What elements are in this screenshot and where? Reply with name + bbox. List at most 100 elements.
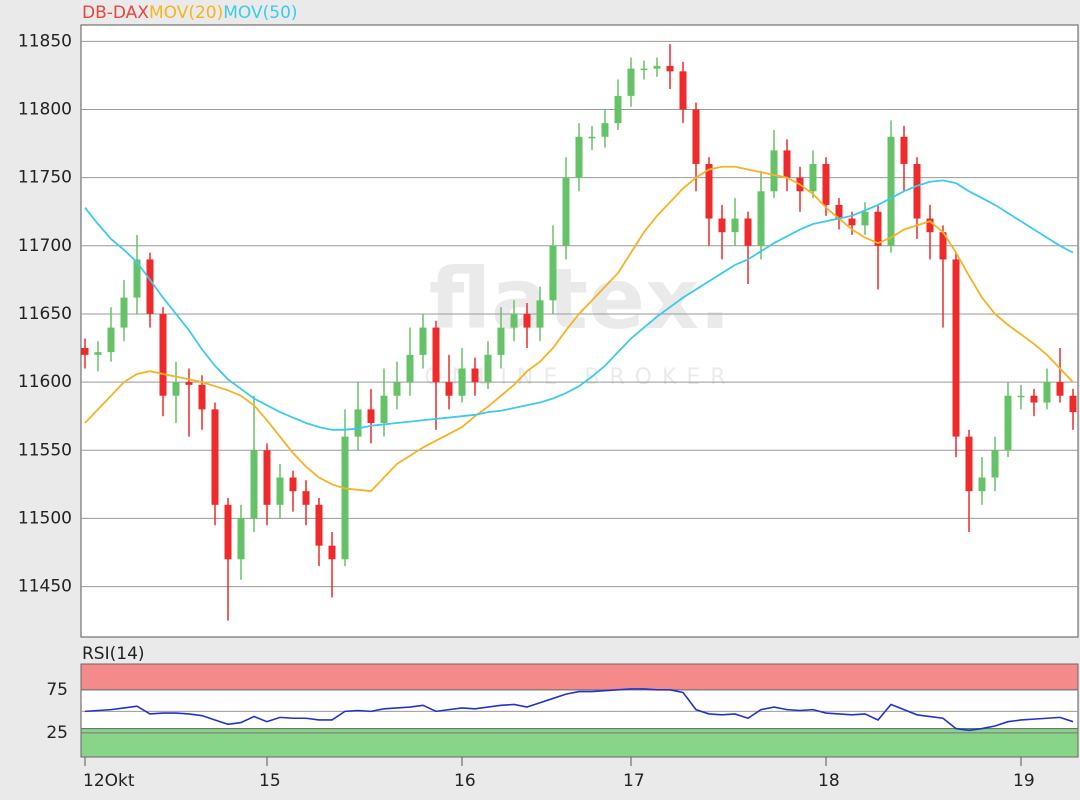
candle-body xyxy=(861,211,869,226)
candle-body xyxy=(913,164,921,219)
candle-body xyxy=(133,259,141,298)
candle-body xyxy=(640,68,648,71)
x-tick-label: 16 xyxy=(454,771,476,791)
candle-body xyxy=(419,327,427,355)
candle-body xyxy=(1004,395,1012,451)
candle-body xyxy=(731,218,739,233)
moving-average xyxy=(84,179,1074,431)
y-tick-label: 11500 xyxy=(18,508,72,528)
candle-body xyxy=(146,259,154,314)
y-tick-label: 11450 xyxy=(18,577,72,597)
candle-body xyxy=(965,436,973,492)
candle-body xyxy=(263,450,271,505)
candle-body xyxy=(835,204,843,219)
candle-body xyxy=(653,65,661,69)
watermark: flatex. xyxy=(429,250,731,348)
candle-body xyxy=(952,259,960,437)
y-tick-label: 11600 xyxy=(18,372,72,392)
y-tick-label: 11850 xyxy=(18,31,72,51)
rsi-line xyxy=(84,688,1074,732)
candle-body xyxy=(666,65,674,72)
candle-body xyxy=(718,218,726,233)
y-tick-label: 11550 xyxy=(18,440,72,460)
candle-body xyxy=(81,348,89,355)
candle-body xyxy=(809,164,817,192)
candle-body xyxy=(783,150,791,178)
candle-body xyxy=(848,218,856,226)
candle-body xyxy=(458,368,466,396)
y-tick-label: 11700 xyxy=(18,236,72,256)
candle-body xyxy=(354,409,362,437)
candle-body xyxy=(978,477,986,492)
y-tick-label: 11800 xyxy=(18,100,72,120)
candle-body xyxy=(341,436,349,560)
candle-body xyxy=(393,382,401,396)
candle-body xyxy=(692,109,700,165)
candle-body xyxy=(276,477,284,505)
x-tick-label: 19 xyxy=(1013,771,1035,791)
candle-body xyxy=(900,136,908,165)
candle-body xyxy=(1043,382,1051,403)
y-tick-label: 11750 xyxy=(18,168,72,188)
candle-body xyxy=(822,164,830,205)
candle-body xyxy=(744,218,752,246)
candle-body xyxy=(250,450,258,519)
x-tick-label: 12Okt xyxy=(83,771,135,791)
candle-body xyxy=(159,313,167,396)
moving-average xyxy=(84,165,1074,493)
candle-body xyxy=(874,211,882,246)
candle-body xyxy=(432,327,440,383)
candle-body xyxy=(289,477,297,492)
candle-body xyxy=(887,136,895,246)
y-tick-label: 11650 xyxy=(18,304,72,324)
candle-body xyxy=(549,245,557,301)
candle-body xyxy=(510,313,518,328)
candle-body xyxy=(926,218,934,233)
candle-body xyxy=(211,409,219,505)
candle-body xyxy=(237,518,245,560)
candle-body xyxy=(575,136,583,178)
candle-body xyxy=(445,382,453,396)
candle-body xyxy=(757,191,765,246)
candle-body xyxy=(367,409,375,424)
legend: DB-DAXMOV(20)MOV(50) xyxy=(82,3,298,23)
candle-body xyxy=(679,71,687,110)
x-tick-label: 18 xyxy=(818,771,840,791)
x-tick-label: 17 xyxy=(623,771,645,791)
candle-body xyxy=(705,164,713,219)
legend-entry: DB-DAX xyxy=(82,3,149,23)
y-tick-label: 75 xyxy=(46,680,68,700)
candle-body xyxy=(406,354,414,383)
candle-body xyxy=(1056,382,1064,396)
candle-body xyxy=(328,545,336,560)
candle-body xyxy=(1069,395,1077,413)
candle-body xyxy=(302,491,310,505)
candle-body xyxy=(991,450,999,478)
candle-body xyxy=(497,327,505,355)
candle-body xyxy=(120,297,128,328)
candle-body xyxy=(770,150,778,192)
candle-body xyxy=(107,327,115,353)
candle-body xyxy=(185,382,193,385)
candle-body xyxy=(614,95,622,124)
x-tick-label: 15 xyxy=(259,771,281,791)
candle-body xyxy=(523,313,531,328)
candle-body xyxy=(224,504,232,560)
candle-body xyxy=(588,136,596,139)
candle-body xyxy=(939,232,947,260)
candle-body xyxy=(172,382,180,396)
candle-body xyxy=(536,300,544,328)
rsi-zone xyxy=(80,663,1079,691)
candle-body xyxy=(471,368,479,383)
candle-body xyxy=(1017,395,1025,398)
candle-body xyxy=(380,395,388,424)
candle-body xyxy=(601,123,609,137)
candle-body xyxy=(315,504,323,546)
candle-body xyxy=(627,68,635,96)
candle-body xyxy=(562,177,570,246)
candle-body xyxy=(198,384,206,410)
candle-body xyxy=(94,352,102,355)
y-tick-label: 25 xyxy=(46,723,68,743)
legend-entry: MOV(20) xyxy=(149,3,223,23)
